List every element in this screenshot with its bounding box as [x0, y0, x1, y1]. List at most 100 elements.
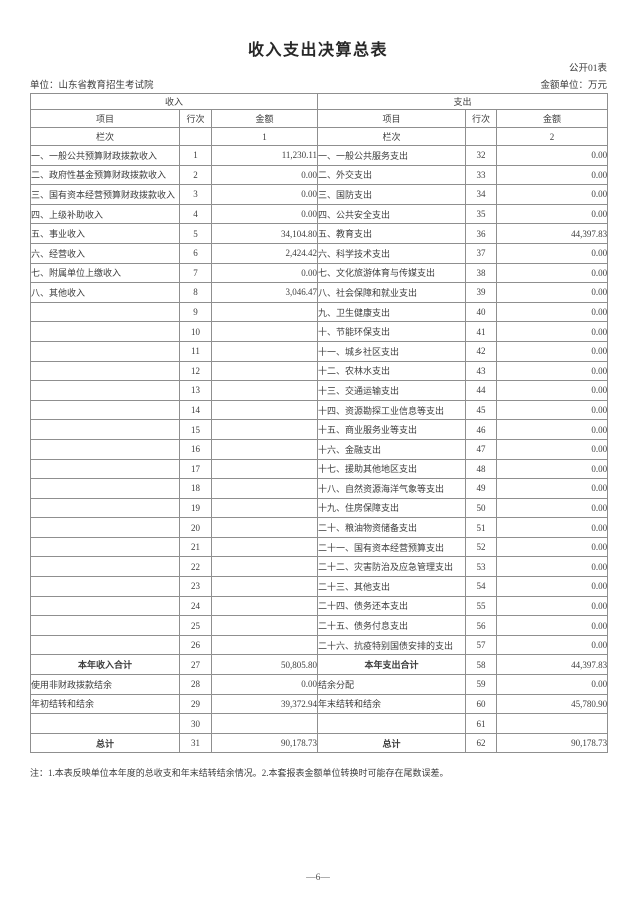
table-row: 13 十三、交通运输支出 44 0.00: [30, 380, 609, 401]
income-amount-cell: [210, 321, 319, 342]
expense-rowno-cell: 35: [465, 203, 498, 225]
income-item-cell: [30, 517, 180, 538]
income-rowno-cell: 1: [179, 145, 212, 166]
column-header-row: 项目 行次 金额 项目 行次 金额: [30, 109, 609, 128]
expense-amount-cell: 0.00: [496, 380, 609, 401]
expense-rowno-cell: 43: [465, 360, 498, 382]
income-rowno-cell: 26: [179, 634, 212, 656]
expense-rowno-blank: [465, 127, 498, 146]
income-rowno-cell: 27: [179, 654, 212, 676]
expense-rowno-cell: 61: [465, 713, 498, 734]
income-item-cell: [30, 536, 180, 558]
income-amount-cell: 0.00: [210, 674, 319, 695]
table-row: 八、其他收入 8 3,046.47 八、社会保障和就业支出 39 0.00: [30, 282, 609, 303]
expense-amount-cell: 0.00: [496, 634, 609, 656]
income-item-cell: [30, 419, 180, 440]
expense-rowno-cell: 37: [465, 242, 498, 264]
expense-item-cell: 结余分配: [317, 674, 467, 695]
expense-amount-cell: 0.00: [496, 184, 609, 205]
income-amount-cell: [210, 340, 319, 362]
income-item-cell: [30, 438, 180, 460]
expense-amount-cell: 0.00: [496, 478, 609, 499]
expense-amount-cell: 0.00: [496, 438, 609, 460]
expense-rowno-cell: 44: [465, 380, 498, 401]
income-rowno-cell: 9: [179, 301, 212, 323]
expense-amount-cell: 0.00: [496, 674, 609, 695]
income-amount-cell: [210, 615, 319, 636]
table-row: 21 二十一、国有资本经营预算支出 52 0.00: [30, 536, 609, 558]
table-row: 一、一般公共预算财政拨款收入 1 11,230.11 一、一般公共服务支出 32…: [30, 145, 609, 166]
table-row: 24 二十四、债务还本支出 55 0.00: [30, 595, 609, 617]
income-rowno-cell: 19: [179, 497, 212, 519]
income-item-cell: [30, 360, 180, 382]
income-column-label: 栏次: [30, 127, 180, 146]
expense-amount-cell: 44,397.83: [496, 223, 609, 244]
table-row: 15 十五、商业服务业等支出 46 0.00: [30, 419, 609, 440]
income-item-cell: [30, 478, 180, 499]
expense-rowno-cell: 60: [465, 693, 498, 715]
table-row: 三、国有资本经营预算财政拨款收入 3 0.00 三、国防支出 34 0.00: [30, 184, 609, 205]
expense-item-cell: 十四、资源勘探工业信息等支出: [317, 399, 467, 421]
meta-row: 单位：山东省教育招生考试院 金额单位：万元: [30, 77, 607, 91]
expense-item-cell: 九、卫生健康支出: [317, 301, 467, 323]
expense-rowno-cell: 40: [465, 301, 498, 323]
expense-rowno-cell: 54: [465, 576, 498, 597]
income-rowno-cell: 25: [179, 615, 212, 636]
income-item-cell: [30, 576, 180, 597]
expense-rowno-cell: 49: [465, 478, 498, 499]
income-rowno-cell: 14: [179, 399, 212, 421]
income-rowno-cell: 21: [179, 536, 212, 558]
income-item-cell: [30, 458, 180, 480]
income-amount-cell: [210, 360, 319, 382]
expense-amount-cell: 0.00: [496, 301, 609, 323]
income-rowno-cell: 28: [179, 674, 212, 695]
income-rowno-cell: 4: [179, 203, 212, 225]
income-amount-cell: 39,372.94: [210, 693, 319, 715]
expense-rowno-cell: 32: [465, 145, 498, 166]
table-code-label: 公开01表: [568, 64, 607, 74]
income-rowno-cell: 24: [179, 595, 212, 617]
table-row: 17 十七、援助其他地区支出 48 0.00: [30, 458, 609, 480]
expense-item-cell: 四、公共安全支出: [317, 203, 467, 225]
income-amount-cell: [210, 380, 319, 401]
income-rowno-cell: 23: [179, 576, 212, 597]
expense-rowno-cell: 34: [465, 184, 498, 205]
expense-item-cell: 十、节能环保支出: [317, 321, 467, 342]
income-item-cell: 二、政府性基金预算财政拨款收入: [30, 164, 180, 186]
expense-item-cell: 总计: [317, 732, 467, 754]
expense-rowno-header: 行次: [465, 109, 498, 128]
income-rowno-cell: 16: [179, 438, 212, 460]
table-row: 10 十、节能环保支出 41 0.00: [30, 321, 609, 342]
table-row: 30 61: [30, 713, 609, 734]
income-amount-cell: [210, 576, 319, 597]
income-item-cell: 年初结转和结余: [30, 693, 180, 715]
income-item-cell: [30, 301, 180, 323]
expense-amount-cell: 0.00: [496, 536, 609, 558]
income-amount-cell: [210, 438, 319, 460]
expense-item-cell: 三、国防支出: [317, 184, 467, 205]
income-amount-cell: [210, 399, 319, 421]
page-title: 收入支出决算总表: [247, 42, 388, 59]
expense-rowno-cell: 38: [465, 262, 498, 284]
income-rowno-cell: 22: [179, 556, 212, 578]
income-item-cell: [30, 615, 180, 636]
expense-column-index: 2: [496, 127, 609, 146]
table-row: 总计 31 90,178.73 总计 62 90,178.73: [30, 732, 609, 754]
income-item-cell: 总计: [30, 732, 180, 754]
expense-amount-cell: [496, 713, 609, 734]
income-amount-cell: 34,104.80: [210, 223, 319, 244]
expense-rowno-cell: 50: [465, 497, 498, 519]
income-rowno-cell: 13: [179, 380, 212, 401]
income-item-cell: 六、经营收入: [30, 242, 180, 264]
page-number: —6—: [306, 873, 330, 883]
expense-amount-cell: 0.00: [496, 242, 609, 264]
expense-amount-cell: 0.00: [496, 576, 609, 597]
amount-unit-label: 金额单位：万元: [540, 81, 607, 91]
unit-label: 单位：山东省教育招生考试院: [30, 81, 154, 91]
table-row: 14 十四、资源勘探工业信息等支出 45 0.00: [30, 399, 609, 421]
income-amount-cell: [210, 556, 319, 578]
income-amount-cell: 3,046.47: [210, 282, 319, 303]
expense-item-cell: 年末结转和结余: [317, 693, 467, 715]
income-amount-cell: [210, 458, 319, 480]
income-item-header: 项目: [30, 109, 180, 128]
